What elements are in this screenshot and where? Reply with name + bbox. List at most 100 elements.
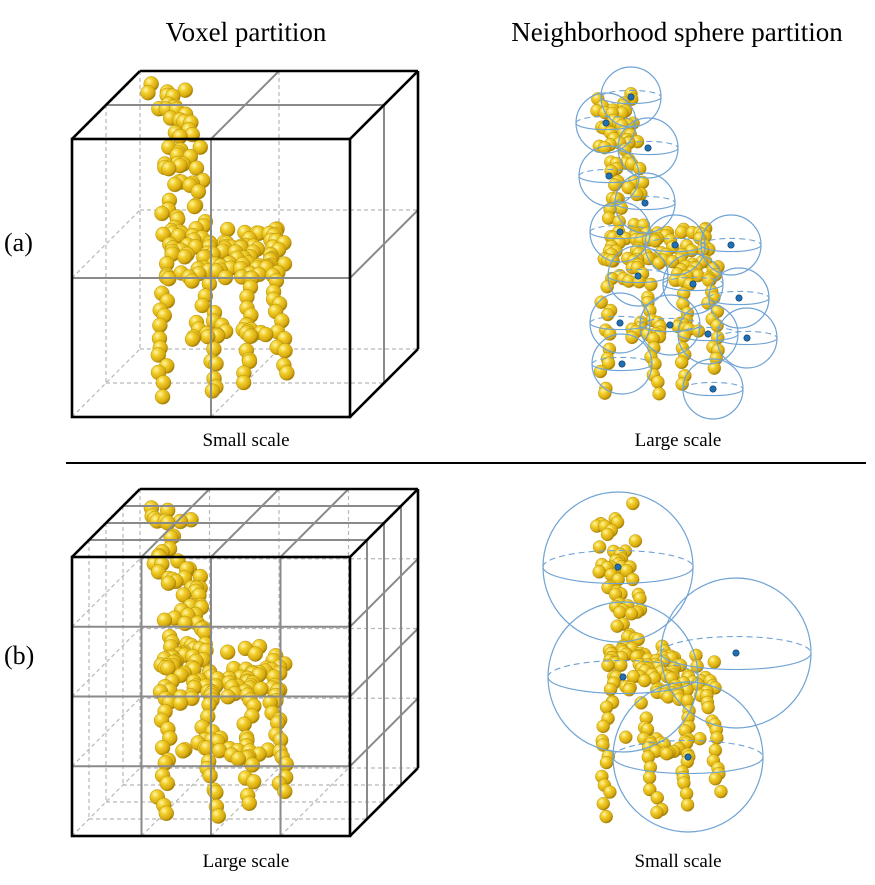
point-sphere: [693, 732, 707, 746]
point-sphere: [600, 280, 614, 294]
sphere-center: [743, 334, 751, 342]
sphere-center: [618, 360, 626, 368]
point-sphere: [610, 619, 624, 633]
point-sphere: [633, 161, 647, 176]
sphere-equator-back: [589, 224, 651, 233]
point-sphere: [140, 84, 156, 101]
sphere-center: [735, 294, 743, 302]
point-sphere: [161, 160, 177, 177]
point-sphere: [279, 365, 295, 381]
caption-b-right: Small scale: [634, 851, 721, 872]
header-voxel-partition: Voxel partition: [166, 17, 327, 47]
cube-edge: [71, 488, 141, 558]
grid-line: [349, 697, 419, 767]
hidden-edge: [71, 767, 141, 837]
point-sphere: [714, 784, 728, 799]
sphere-center: [602, 119, 610, 127]
point-sphere: [150, 347, 167, 363]
sphere-center: [689, 280, 697, 288]
sphere-equator: [682, 388, 744, 397]
cube-edge: [349, 767, 419, 837]
point-sphere: [601, 658, 615, 672]
point-sphere: [625, 330, 639, 345]
point-sphere: [258, 326, 274, 343]
point-sphere: [626, 572, 640, 587]
sphere-equator: [716, 337, 778, 346]
sphere-center: [619, 673, 627, 681]
sphere-equator-back: [662, 276, 724, 285]
hidden-grid-line: [210, 767, 280, 837]
point-sphere: [679, 786, 694, 801]
point-sphere: [660, 747, 674, 761]
grid-line: [279, 488, 350, 558]
hidden-grid-line: [141, 767, 210, 837]
point-sphere: [599, 809, 613, 824]
point-sphere: [175, 587, 192, 603]
sphere-center: [605, 172, 613, 180]
caption-b-left: Large scale: [203, 851, 290, 872]
sphere-equator-back: [547, 659, 699, 678]
sphere-center: [666, 321, 674, 329]
point-sphere: [619, 730, 633, 744]
point-sphere: [219, 644, 236, 660]
point-sphere: [154, 389, 171, 405]
point-sphere: [159, 775, 176, 792]
sphere-equator-back: [700, 237, 762, 246]
sphere-equator-back: [617, 140, 679, 149]
sphere-equator-back: [716, 330, 778, 339]
hidden-grid-line: [280, 767, 349, 837]
point-sphere: [235, 374, 252, 391]
point-sphere: [650, 805, 664, 820]
header-sphere-partition: Neighborhood sphere partition: [511, 17, 843, 47]
caption-a-left: Small scale: [202, 430, 289, 451]
sphere-equator-back: [644, 237, 706, 246]
panel-b-sphere-partition: [542, 491, 812, 833]
sphere-equator: [591, 363, 653, 372]
point-sphere: [177, 615, 193, 632]
sphere-equator-back: [578, 168, 640, 177]
point-sphere: [158, 805, 175, 821]
point-sphere: [628, 534, 643, 548]
point-sphere: [592, 565, 606, 579]
point-sphere: [708, 772, 723, 786]
hidden-grid-line: [71, 697, 141, 767]
sphere-equator: [547, 676, 699, 695]
point-sphere: [247, 646, 264, 662]
panel-a-sphere-partition: [575, 66, 778, 420]
sphere-equator-back: [612, 739, 764, 758]
point-sphere: [624, 607, 639, 621]
point-sphere: [599, 755, 614, 770]
point-sphere: [652, 256, 666, 270]
point-sphere: [172, 128, 188, 145]
sphere-equator: [617, 147, 679, 156]
sphere-center: [732, 649, 740, 657]
point-sphere: [230, 751, 247, 767]
sphere-equator-back: [542, 549, 694, 568]
cube-front-face: [70, 137, 352, 419]
sphere-equator: [589, 322, 651, 331]
sphere-equator: [614, 202, 676, 211]
point-sphere: [184, 273, 200, 289]
sphere-equator: [677, 333, 739, 342]
sphere-center: [616, 228, 624, 236]
point-sphere: [642, 770, 657, 785]
sphere-equator-back: [708, 290, 770, 299]
sphere-center: [671, 241, 679, 249]
point-sphere: [596, 719, 610, 734]
point-sphere: [245, 774, 262, 790]
point-sphere: [190, 183, 207, 200]
point-sphere: [277, 343, 293, 359]
point-sphere: [650, 791, 664, 805]
point-sphere: [160, 660, 176, 676]
sphere-equator: [578, 175, 640, 184]
point-sphere: [648, 234, 662, 248]
point-sphere: [675, 355, 689, 370]
point-sphere: [675, 377, 689, 391]
row-label-a: (a): [4, 228, 33, 257]
sphere-equator-back: [660, 635, 812, 654]
point-sphere: [707, 361, 721, 375]
point-sphere: [707, 655, 721, 669]
point-sphere: [701, 700, 715, 715]
point-sphere: [644, 277, 658, 292]
